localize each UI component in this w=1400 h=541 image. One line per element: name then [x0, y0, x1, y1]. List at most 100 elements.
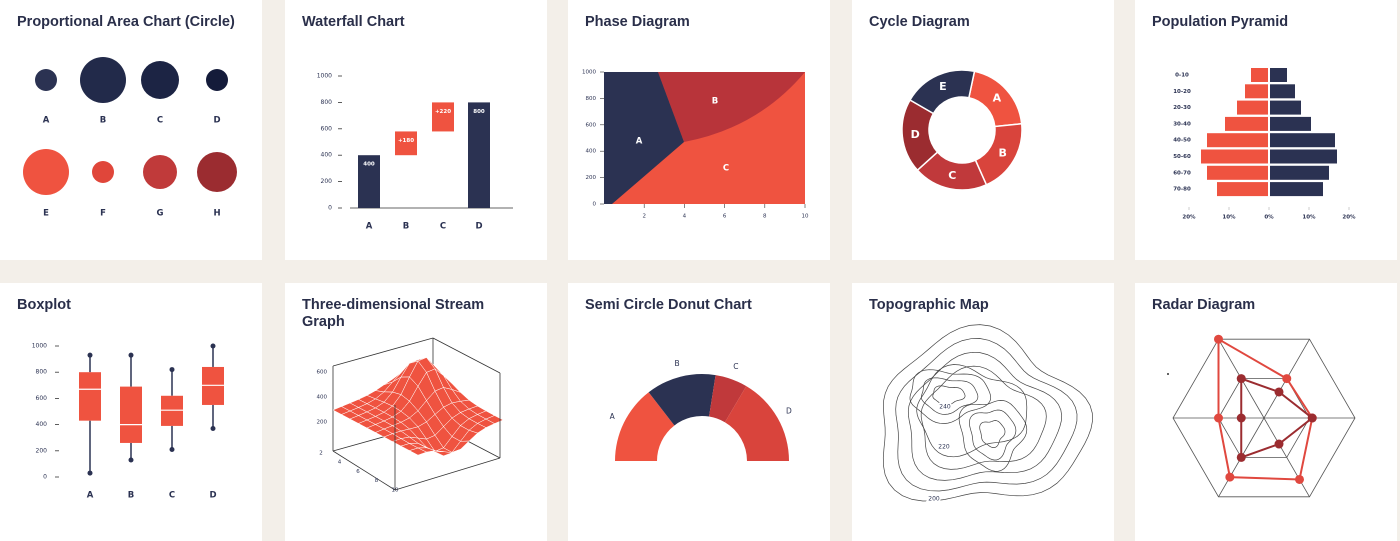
circle-label: E — [43, 209, 49, 219]
x-tick-label: B — [128, 491, 134, 501]
card-title: Phase Diagram — [585, 14, 690, 30]
radar-point — [1236, 374, 1246, 384]
circle-label: G — [157, 209, 164, 219]
contour-line — [932, 385, 966, 406]
x-tick-label: 20% — [1182, 215, 1196, 221]
chart-card[interactable]: Radar Diagram — [1135, 283, 1397, 541]
age-label: 70-80 — [1173, 187, 1191, 193]
x-tick-label: C — [169, 491, 175, 501]
x-tick-label: 10% — [1302, 215, 1316, 221]
chart-thumbnail — [1167, 334, 1356, 498]
x-tick-label: D — [209, 491, 216, 501]
y-tick-label: 400 — [321, 152, 333, 159]
region-label: B — [712, 97, 718, 107]
y-tick-label: 400 — [36, 421, 48, 428]
card-title: Population Pyramid — [1152, 14, 1289, 30]
box-edge — [332, 450, 396, 491]
y-tick-label: 0 — [43, 474, 47, 481]
card-title: Waterfall Chart — [302, 14, 405, 30]
circle-label: F — [100, 209, 106, 219]
x-tick-label: 8 — [763, 214, 767, 220]
age-label: 0-10 — [1175, 73, 1189, 79]
y-tick-label: 200 — [586, 175, 597, 181]
contour-line — [895, 338, 1078, 492]
chart-card[interactable]: Topographic Map 240 220 200 — [852, 283, 1114, 541]
box — [120, 386, 142, 443]
value-label: +220 — [435, 109, 451, 115]
donut-segment — [709, 375, 747, 423]
age-label: 20-30 — [1173, 105, 1191, 111]
chart-thumbnail: 0 200 400 600 800 1000 A B C D — [32, 343, 224, 501]
chart-card[interactable]: Three-dimensional Stream Graph 600 400 200 2… — [285, 283, 547, 541]
pyramid-bar — [1207, 133, 1268, 148]
chart-card[interactable]: Population Pyramid 0-10 10-20 20-30 30-40 40-… — [1135, 0, 1397, 260]
age-label: 40-50 — [1173, 138, 1191, 144]
segment-label: E — [939, 80, 947, 93]
y-tick-label: 400 — [317, 395, 328, 401]
area-circle — [143, 155, 177, 189]
value-label: 800 — [473, 109, 485, 115]
chart-thumbnail: A B C 0 200 400 600 800 1000 2 4 6 8 10 — [582, 70, 809, 220]
x-tick-label: 2 — [642, 214, 646, 220]
contour-line — [979, 420, 1006, 448]
radar-point — [1236, 452, 1246, 462]
whisker-cap — [87, 470, 93, 476]
waterfall-bar — [468, 102, 490, 208]
pyramid-bar — [1201, 149, 1268, 164]
box-edge — [332, 337, 434, 367]
chart-thumbnail: 240 220 200 — [882, 324, 1093, 504]
radar-spoke — [1263, 417, 1310, 498]
radar-point — [1214, 334, 1223, 344]
pyramid-bar — [1245, 84, 1268, 99]
region-label: A — [636, 137, 643, 147]
card-title: Cycle Diagram — [869, 14, 970, 30]
whisker-cap — [128, 457, 134, 463]
radar-point — [1274, 387, 1284, 397]
segment-label: B — [675, 359, 680, 368]
donut-segment — [724, 386, 789, 461]
chart-thumbnail: A B C D E F G H — [23, 57, 237, 219]
chart-card[interactable]: Semi Circle Donut Chart A B C D — [568, 283, 830, 541]
segment-label: C — [733, 362, 738, 371]
pyramid-bar — [1270, 116, 1311, 131]
chart-thumbnail: A B C D E — [901, 69, 1023, 191]
circle-label: D — [213, 116, 220, 126]
x-tick-label: 20% — [1342, 215, 1356, 221]
surface-cell — [434, 451, 453, 457]
x-tick-label: 4 — [338, 460, 342, 466]
radar-point — [1282, 374, 1292, 384]
chart-card[interactable]: Phase Diagram A B C 0 200 400 600 800 1000 2 4 6 8 10 — [568, 0, 830, 260]
x-tick-label: 2 — [319, 451, 323, 457]
contour-label: 220 — [938, 444, 950, 451]
age-label: 30-40 — [1173, 121, 1191, 127]
age-label: 10-20 — [1173, 89, 1191, 95]
whisker-cap — [128, 352, 134, 358]
surface-cell — [408, 447, 428, 456]
waterfall-bar — [432, 102, 454, 132]
box — [161, 395, 183, 426]
y-tick-label: 0 — [593, 202, 597, 208]
donut-segment — [615, 392, 675, 461]
chart-card[interactable]: Cycle Diagram A B C D E — [852, 0, 1114, 260]
x-tick-label: D — [475, 222, 482, 232]
waterfall-bar — [395, 131, 417, 156]
x-tick-label: 10 — [802, 214, 809, 220]
donut-segment — [648, 374, 716, 426]
value-label: 400 — [363, 162, 375, 168]
circle-label: H — [213, 209, 220, 219]
area-circle — [206, 69, 228, 91]
y-tick-label: 600 — [36, 395, 48, 402]
x-tick-label: C — [440, 222, 446, 232]
area-circle — [141, 61, 179, 99]
y-tick-label: 400 — [586, 149, 597, 155]
chart-card[interactable]: Waterfall Chart 0 200 400 600 800 1000 400 A +180… — [285, 0, 547, 260]
chart-card[interactable]: Boxplot 0 200 400 600 800 1000 A B C D — [0, 283, 262, 541]
whisker-cap — [169, 367, 175, 373]
pyramid-bar — [1217, 182, 1268, 197]
chart-card[interactable]: Proportional Area Chart (Circle) A B C D E F G H — [0, 0, 262, 260]
waterfall-bar — [358, 155, 380, 208]
radar-point — [1236, 413, 1246, 423]
segment-label: C — [948, 169, 956, 182]
x-tick-label: A — [366, 222, 373, 232]
region-label: C — [723, 164, 729, 174]
